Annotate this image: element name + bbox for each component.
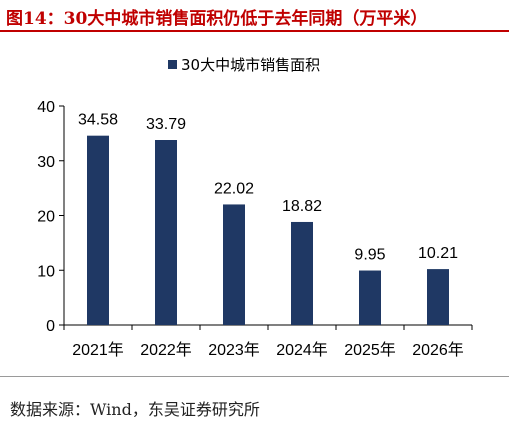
x-tick-label: 2025年 (344, 341, 396, 359)
x-tick-label: 2023年 (208, 341, 260, 359)
x-tick-label: 2026年 (412, 341, 464, 359)
x-axis: 2021年 2022年 2023年 2024年 2025年 2026年 (63, 324, 473, 359)
x-tick-label: 2024年 (276, 341, 328, 359)
bar (223, 204, 245, 325)
y-tick-label: 10 (37, 263, 55, 280)
bottom-rule (0, 376, 509, 377)
data-label: 10.21 (418, 245, 458, 262)
data-label: 34.58 (78, 112, 118, 129)
y-axis: 0 10 20 30 40 (37, 99, 65, 335)
data-label: 9.95 (354, 247, 385, 264)
data-label: 33.79 (146, 116, 186, 133)
x-tick-label: 2021年 (72, 341, 124, 359)
y-tick-label: 30 (37, 154, 55, 171)
legend-label: 30大中城市销售面积 (181, 56, 320, 74)
y-tick-label: 0 (46, 318, 55, 335)
legend: 30大中城市销售面积 (168, 56, 320, 74)
data-label: 22.02 (214, 180, 254, 197)
figure-title: 图14：30大中城市销售面积仍低于去年同期（万平米） (6, 9, 428, 29)
bar (155, 139, 177, 325)
bars (87, 135, 449, 325)
data-label: 18.82 (282, 198, 322, 215)
y-tick-label: 20 (37, 209, 55, 226)
legend-swatch (168, 60, 177, 69)
data-labels: 34.58 33.79 22.02 18.82 9.95 10.21 (78, 112, 458, 264)
source-note: 数据来源：Wind，东吴证券研究所 (10, 400, 260, 419)
title-rule (0, 30, 509, 32)
bar (359, 270, 381, 325)
y-tick-label: 40 (37, 99, 55, 116)
bar (291, 221, 313, 325)
x-tick-label: 2022年 (140, 341, 192, 359)
bar (427, 269, 449, 325)
bar (87, 135, 109, 325)
bar-chart: 30大中城市销售面积 0 10 20 30 40 2021年 2022年 2023年 2024… (37, 56, 473, 359)
